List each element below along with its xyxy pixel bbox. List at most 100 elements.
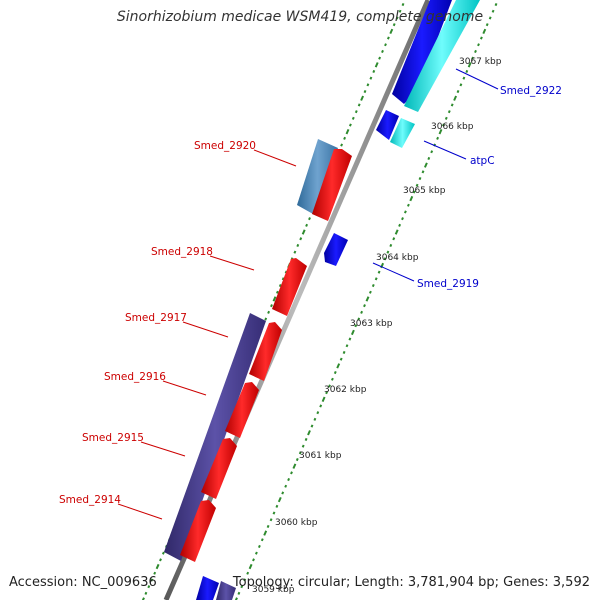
scale-tick xyxy=(409,195,414,202)
scale-tick xyxy=(150,578,154,582)
gene-feature[interactable] xyxy=(376,110,399,140)
scale-tick xyxy=(474,49,477,53)
scale-tick xyxy=(354,324,358,328)
gene-label[interactable]: Smed_2922 xyxy=(500,85,562,97)
scale-tick xyxy=(339,357,343,361)
scale-tick xyxy=(270,304,273,308)
scale-tick xyxy=(415,183,419,187)
scale-tick xyxy=(277,496,282,503)
scale-tick xyxy=(246,571,250,575)
scale-tick xyxy=(436,136,440,140)
gene-feature[interactable] xyxy=(404,0,480,112)
gene-feature[interactable] xyxy=(297,139,338,214)
scale-tick xyxy=(308,217,311,221)
scale-tick xyxy=(374,277,378,281)
scale-tick xyxy=(269,518,273,522)
gene-label[interactable]: Smed_2918 xyxy=(151,246,213,258)
gene-feature[interactable] xyxy=(390,118,415,148)
gene-feature[interactable] xyxy=(180,500,216,562)
scale-tick xyxy=(293,250,297,254)
scale-label: 3067 kbp xyxy=(459,57,502,67)
inner-tick-ring xyxy=(234,3,498,600)
gene-feature[interactable] xyxy=(196,576,219,600)
scale-tick xyxy=(357,317,361,321)
scale-tick xyxy=(264,317,268,321)
scale-tick xyxy=(307,430,311,436)
scale-label: 3066 kbp xyxy=(431,122,474,132)
gene-feature[interactable] xyxy=(164,313,266,561)
scale-tick xyxy=(304,437,308,441)
scale-tick xyxy=(260,538,264,542)
scale-label: 3064 kbp xyxy=(376,253,419,263)
scale-tick xyxy=(348,123,352,127)
scale-tick xyxy=(398,9,402,13)
scale-tick xyxy=(141,597,145,600)
scale-tick xyxy=(159,558,162,562)
scale-tick xyxy=(384,43,387,47)
gene-feature[interactable] xyxy=(324,233,348,266)
gene-feature[interactable] xyxy=(225,382,259,438)
scale-tick xyxy=(377,270,381,274)
scale-label: 3059 kbp xyxy=(252,585,295,595)
scale-tick xyxy=(237,591,241,595)
scale-tick xyxy=(389,28,394,35)
scale-tick xyxy=(418,177,422,181)
gene-label[interactable]: Smed_2916 xyxy=(104,371,166,383)
scale-tick xyxy=(369,76,373,80)
gene-feature[interactable] xyxy=(249,322,282,381)
scale-tick xyxy=(316,411,320,415)
scale-tick xyxy=(430,150,434,154)
scale-tick xyxy=(345,344,349,348)
gene-feature[interactable] xyxy=(392,0,452,104)
scale-tick xyxy=(340,143,344,147)
scale-label: 3063 kbp xyxy=(350,319,393,329)
gene-label[interactable]: Smed_2917 xyxy=(125,312,187,324)
scale-tick xyxy=(321,396,326,402)
genome-backbone xyxy=(163,0,431,600)
scale-tick xyxy=(298,451,302,455)
reverse-strand-genes xyxy=(324,0,480,266)
scale-tick xyxy=(357,103,361,107)
scale-tick xyxy=(252,558,255,562)
gene-feature[interactable] xyxy=(216,581,236,600)
gene-label[interactable]: Smed_2920 xyxy=(194,140,256,152)
scale-tick xyxy=(450,103,454,107)
scale-tick xyxy=(254,551,258,555)
scale-tick xyxy=(392,23,396,27)
scale-tick xyxy=(427,156,431,160)
scale-tick xyxy=(371,284,375,288)
scale-tick xyxy=(491,9,495,13)
scale-tick xyxy=(290,471,293,475)
scale-tick xyxy=(153,571,157,575)
scale-tick xyxy=(383,257,387,261)
scale-tick xyxy=(438,129,443,135)
scale-tick xyxy=(479,36,483,40)
gene-feature[interactable] xyxy=(201,438,237,499)
scale-tick xyxy=(243,578,247,582)
gene-feature[interactable] xyxy=(312,149,352,221)
gene-feature[interactable] xyxy=(272,258,307,316)
scale-labels: 3060 kbp 3061 kbp 3062 kbp 3063 kbp 3064… xyxy=(252,57,502,595)
scale-tick xyxy=(275,290,279,294)
scale-tick xyxy=(281,491,285,495)
gene-label[interactable]: Smed_2914 xyxy=(59,494,121,506)
scale-tick xyxy=(465,69,469,73)
scale-tick xyxy=(365,296,370,302)
scale-tick xyxy=(354,110,358,114)
scale-tick xyxy=(441,123,445,127)
scale-tick xyxy=(494,3,498,7)
scale-tick xyxy=(272,296,277,302)
scale-tick xyxy=(296,243,300,247)
gene-label[interactable]: Smed_2919 xyxy=(417,278,479,290)
scale-tick xyxy=(378,56,382,60)
gene-label[interactable]: Smed_2915 xyxy=(82,432,144,444)
scale-tick xyxy=(319,404,323,408)
topology-text: Topology: circular; Length: 3,781,904 bp… xyxy=(232,575,590,590)
scale-tick xyxy=(485,23,489,27)
scale-tick xyxy=(301,229,306,235)
scale-tick xyxy=(281,277,285,281)
scale-tick xyxy=(350,329,355,336)
gene-label[interactable]: atpC xyxy=(470,155,495,167)
scale-tick xyxy=(456,90,460,94)
scale-tick xyxy=(467,62,472,68)
